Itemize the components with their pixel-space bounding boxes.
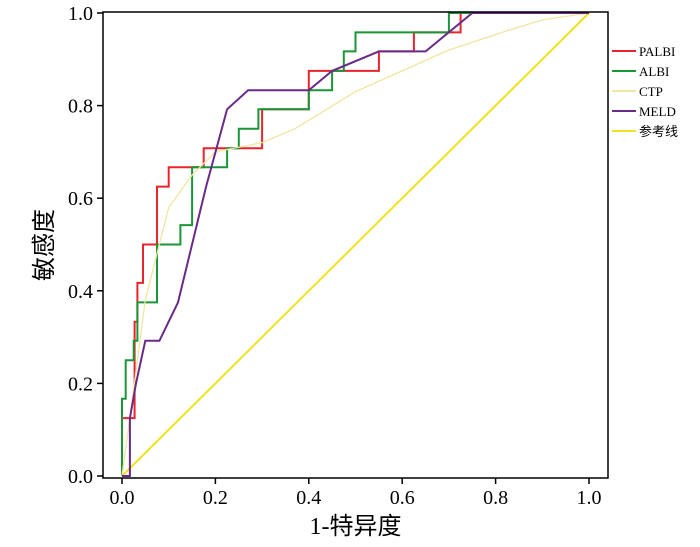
x-axis-title: 1-特异度 [310,513,402,540]
x-tick-label: 0.2 [203,487,228,509]
y-tick-label: 1.0 [68,3,93,25]
series-line-3 [121,12,590,477]
y-tick-label: 0.8 [68,96,93,118]
series-line-2 [121,12,589,476]
legend: PALBI ALBI CTP MELD 参考线 [612,44,678,139]
x-tick-label: 0.6 [390,487,415,509]
axes: 0.0 0.2 0.4 0.6 0.8 1.0 0.0 0.2 0.4 0.6 0.8 1.0 [68,3,609,509]
legend-label: MELD [639,104,676,119]
x-tick-label: 1.0 [577,487,602,509]
x-tick-label: 0.8 [483,487,508,509]
x-tick-label: 0.0 [110,487,135,509]
y-tick-label: 0.0 [68,466,93,488]
legend-label: PALBI [639,44,675,59]
plot-frame [102,11,609,479]
legend-label: ALBI [639,64,669,79]
series-line-5 [121,12,590,477]
legend-label: CTP [639,84,663,99]
y-tick-label: 0.4 [68,281,93,303]
x-tick-label: 0.4 [296,487,321,509]
plot-lines [121,12,590,477]
y-axis-title: 敏感度 [31,209,58,281]
y-tick-label: 0.2 [68,373,93,395]
y-tick-label: 0.6 [68,188,93,210]
series-line-4 [122,12,589,477]
legend-label: 参考线 [639,124,678,139]
